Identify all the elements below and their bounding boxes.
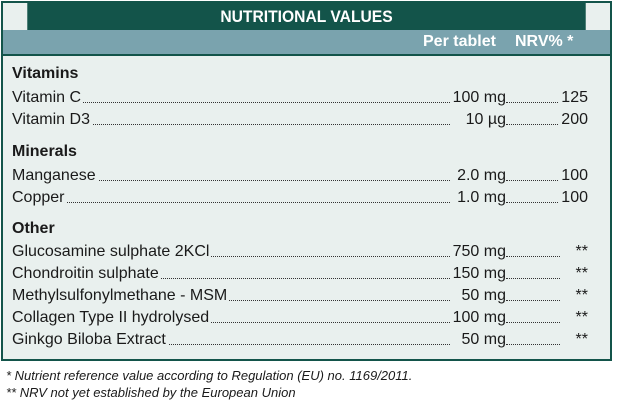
- leader-dots: [12, 180, 450, 181]
- row-nrv: **: [573, 264, 588, 284]
- panel-title: NUTRITIONAL VALUES: [27, 3, 586, 30]
- row-amount: 10 µg: [463, 110, 506, 130]
- table-row: Glucosamine sulphate 2KCl 750 mg **: [12, 242, 588, 262]
- table-row: Methylsulfonylmethane - MSM 50 mg **: [12, 286, 588, 306]
- row-name: Vitamin C: [12, 88, 84, 108]
- leader-dots: [506, 278, 560, 279]
- leader-dots: [506, 124, 560, 125]
- leader-dots: [12, 256, 450, 257]
- table-row: Vitamin C 100 mg 125: [12, 88, 588, 108]
- section-title-minerals: Minerals: [12, 143, 77, 160]
- row-amount: 2.0 mg: [455, 166, 506, 186]
- row-name: Manganese: [12, 166, 98, 186]
- row-amount: 50 mg: [459, 330, 506, 350]
- row-name: Chondroitin sulphate: [12, 264, 161, 284]
- column-header-band: [3, 30, 610, 54]
- row-nrv: **: [573, 242, 588, 262]
- leader-dots: [12, 102, 450, 103]
- row-name: Copper: [12, 188, 67, 208]
- leader-dots: [506, 102, 560, 103]
- row-nrv: 100: [559, 188, 588, 208]
- table-row: Vitamin D3 10 µg 200: [12, 110, 588, 130]
- row-nrv: **: [573, 286, 588, 306]
- leader-dots: [12, 124, 450, 125]
- leader-dots: [12, 300, 450, 301]
- table-row: Collagen Type II hydrolysed 100 mg **: [12, 308, 588, 328]
- row-amount: 100 mg: [450, 308, 506, 328]
- leader-dots: [12, 344, 450, 345]
- row-amount: 100 mg: [450, 88, 506, 108]
- section-title-other: Other: [12, 220, 55, 237]
- row-name: Methylsulfonylmethane - MSM: [12, 286, 230, 306]
- table-row: Chondroitin sulphate 150 mg **: [12, 264, 588, 284]
- leader-dots: [506, 202, 560, 203]
- leader-dots: [506, 256, 560, 257]
- row-nrv: **: [573, 308, 588, 328]
- leader-dots: [506, 322, 560, 323]
- row-name: Glucosamine sulphate 2KCl: [12, 242, 212, 262]
- row-name: Vitamin D3: [12, 110, 92, 130]
- row-nrv: 125: [559, 88, 588, 108]
- leader-dots: [12, 322, 450, 323]
- row-amount: 1.0 mg: [455, 188, 506, 208]
- leader-dots: [506, 344, 560, 345]
- leader-dots: [12, 278, 450, 279]
- leader-dots: [506, 180, 560, 181]
- column-header: Per tablet NRV% *: [3, 30, 610, 56]
- row-name: Collagen Type II hydrolysed: [12, 308, 212, 328]
- row-nrv: 100: [559, 166, 588, 186]
- leader-dots: [12, 202, 450, 203]
- nutrition-panel: NUTRITIONAL VALUES Per tablet NRV% * Vit…: [1, 1, 612, 361]
- row-nrv: 200: [559, 110, 588, 130]
- table-row: Ginkgo Biloba Extract 50 mg **: [12, 330, 588, 350]
- row-amount: 50 mg: [459, 286, 506, 306]
- column-per-tablet: Per tablet: [419, 32, 500, 52]
- section-title-vitamins: Vitamins: [12, 65, 79, 82]
- column-nrv: NRV% *: [515, 33, 574, 50]
- footnote-nrv-not-established: ** NRV not yet established by the Europe…: [6, 385, 296, 400]
- footnote-nrv-reference: * Nutrient reference value according to …: [6, 368, 413, 383]
- row-name: Ginkgo Biloba Extract: [12, 330, 168, 350]
- table-row: Manganese 2.0 mg 100: [12, 166, 588, 186]
- row-nrv: **: [573, 330, 588, 350]
- row-amount: 150 mg: [450, 264, 506, 284]
- row-amount: 750 mg: [450, 242, 506, 262]
- table-row: Copper 1.0 mg 100: [12, 188, 588, 208]
- leader-dots: [506, 300, 560, 301]
